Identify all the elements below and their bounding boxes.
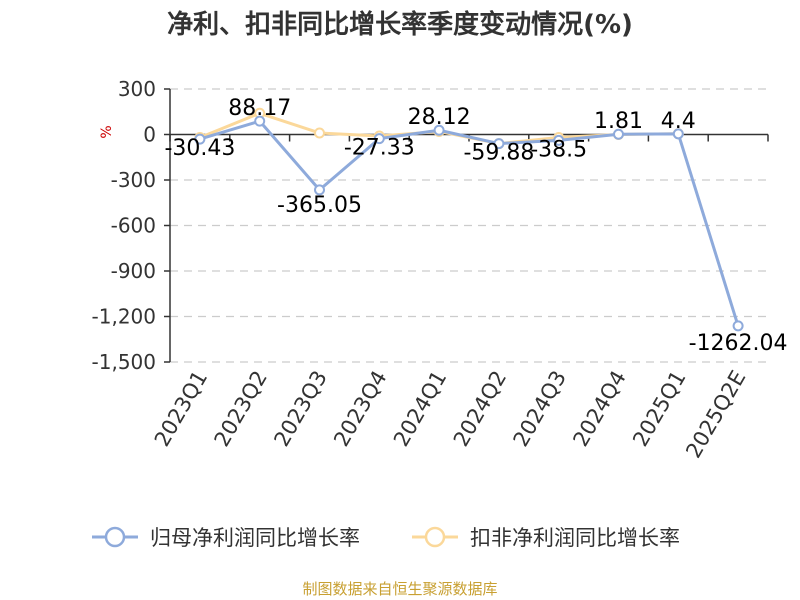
y-tick-label: 300	[118, 77, 156, 101]
x-tick-label: 2023Q3	[269, 367, 331, 451]
series-1-point	[194, 133, 206, 145]
series-1-point	[732, 320, 744, 332]
data-label: -27.33	[344, 136, 415, 161]
data-label: -1262.04	[689, 331, 788, 356]
series-1-point	[254, 115, 266, 127]
legend[interactable]: 归母净利润同比增长率 扣非净利润同比增长率	[92, 526, 680, 550]
data-label: 28.12	[408, 105, 471, 130]
grid-lines	[170, 88, 768, 363]
x-tick-label: 2023Q4	[329, 367, 391, 451]
series-lines	[194, 107, 744, 332]
x-tick-label: 2024Q2	[449, 367, 511, 451]
y-tick-label: -1,500	[92, 350, 156, 374]
y-axis-unit: %	[99, 125, 115, 138]
data-label: -365.05	[277, 193, 362, 218]
series-1-point	[373, 133, 385, 145]
x-tick-label: 2025Q2E	[681, 367, 750, 463]
x-tick-label: 2024Q4	[568, 367, 630, 451]
x-tick-label: 2024Q3	[509, 367, 571, 451]
data-label: -59.88	[463, 141, 534, 166]
x-tick-label: 2023Q1	[150, 367, 212, 451]
legend-label-2: 扣非净利润同比增长率	[470, 526, 680, 550]
data-label: -30.43	[164, 136, 235, 161]
legend-item-2[interactable]: 扣非净利润同比增长率	[412, 526, 680, 550]
y-tick-label: -600	[111, 214, 156, 238]
x-tick-label: 2025Q1	[628, 367, 690, 451]
y-tick-label: -300	[111, 168, 156, 192]
y-tick-label: -1,200	[92, 305, 156, 329]
y-axis-ticks: 300 0 -300 -600 -900 -1,200 -1,500	[92, 77, 170, 374]
legend-marker-2	[424, 526, 446, 548]
x-tick-label: 2023Q2	[210, 367, 272, 451]
y-tick-label: 0	[143, 123, 156, 147]
data-label: 4.4	[661, 109, 696, 134]
data-label: 1.81	[594, 109, 643, 134]
chart-title: 净利、扣非同比增长率季度变动情况(%)	[167, 9, 633, 40]
x-axis-ticks: 2023Q12023Q22023Q32023Q42024Q12024Q22024…	[150, 134, 769, 463]
series-1-point	[553, 134, 565, 146]
x-tick-label: 2024Q1	[389, 366, 451, 450]
series-1-point	[672, 128, 684, 140]
source-note: 制图数据来自恒生聚源数据库	[302, 580, 497, 598]
series-1-point	[613, 128, 624, 140]
data-label: 88.17	[228, 96, 291, 121]
series-1-point	[433, 124, 445, 136]
y-tick-label: -900	[111, 259, 156, 283]
series-1-point	[314, 184, 325, 196]
data-labels: -30.43 88.17 -365.05 -27.33 28.12 -59.88-38.5…	[164, 96, 787, 356]
series-1-line	[199, 119, 740, 327]
legend-item-1[interactable]: 归母净利润同比增长率	[92, 526, 360, 550]
series-1-point	[493, 138, 505, 150]
legend-marker-1	[104, 526, 126, 548]
data-label: -38.5	[530, 137, 587, 162]
legend-label-1: 归母净利润同比增长率	[150, 526, 360, 550]
series-2-point	[314, 127, 325, 139]
